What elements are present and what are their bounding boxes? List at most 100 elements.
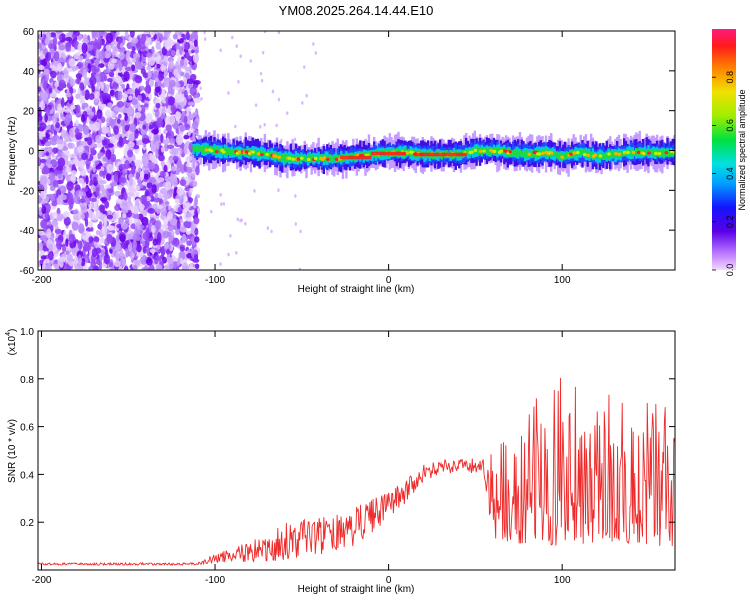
noise-cell <box>51 212 58 217</box>
noise-cell <box>171 230 175 237</box>
noise-cell <box>114 204 121 211</box>
noise-cell <box>179 257 184 265</box>
noise-cell <box>113 106 121 112</box>
noise-dot <box>271 89 275 94</box>
noise-cell <box>186 212 192 218</box>
noise-cell <box>38 148 43 159</box>
noise-cell <box>102 139 108 146</box>
noise-cell <box>40 175 48 186</box>
noise-cell <box>155 42 162 50</box>
noise-cell <box>156 33 163 38</box>
noise-cell <box>57 157 66 168</box>
signal-cell <box>211 146 214 153</box>
signal-cell <box>517 150 520 156</box>
noise-cell <box>98 101 102 107</box>
noise-cell <box>82 234 86 240</box>
noise-cell <box>162 65 167 70</box>
signal-cell <box>603 153 607 161</box>
noise-cell <box>141 33 147 45</box>
noise-cell <box>192 258 200 263</box>
noise-cell <box>72 210 79 215</box>
signal-cell <box>317 156 320 162</box>
noise-cell <box>93 236 100 243</box>
noise-cell <box>189 86 197 96</box>
noise-dot <box>312 42 315 46</box>
noise-cell <box>106 163 114 174</box>
signal-cell <box>513 149 516 156</box>
noise-cell <box>93 176 97 183</box>
noise-cell <box>154 77 159 83</box>
noise-cell <box>143 103 149 108</box>
noise-cell <box>154 135 160 142</box>
snr-panel: -200 -100 0 100 0.2 0.4 0.6 0.8 1.0 Height of st… <box>5 327 676 595</box>
signal-cell <box>520 150 523 155</box>
noise-cell <box>63 216 71 226</box>
noise-cell <box>39 122 47 131</box>
noise-cell <box>87 137 93 146</box>
noise-cell <box>131 169 136 174</box>
colorbar-tick-label: 0.4 <box>725 167 735 180</box>
noise-cell <box>82 68 87 80</box>
noise-cell <box>146 246 151 257</box>
noise-cell <box>60 129 67 139</box>
noise-cell <box>81 105 86 110</box>
noise-cell <box>189 188 194 193</box>
signal-peak <box>209 149 214 153</box>
noise-cell <box>151 46 155 54</box>
noise-cell <box>49 92 57 98</box>
noise-cell <box>93 143 98 149</box>
noise-cell <box>147 207 155 214</box>
noise-cell <box>51 114 58 124</box>
noise-cell <box>80 113 86 123</box>
signal-cell <box>558 152 562 160</box>
noise-cell <box>106 234 113 244</box>
colorbar-tick-label: 0.6 <box>725 119 735 132</box>
noise-cell <box>56 196 64 205</box>
signal-cell <box>195 145 199 152</box>
noise-cell <box>130 162 136 167</box>
noise-dot <box>203 31 206 35</box>
noise-cell <box>63 230 67 241</box>
noise-cell <box>100 213 108 221</box>
noise-cell <box>155 264 163 270</box>
noise-cell <box>108 117 114 127</box>
noise-cell <box>99 179 107 185</box>
noise-cell <box>106 214 114 220</box>
signal-cell <box>263 151 267 156</box>
noise-cell <box>81 152 89 161</box>
signal-cell <box>206 145 209 152</box>
noise-cell <box>104 184 112 189</box>
signal-cell <box>605 152 608 158</box>
noise-cell <box>90 198 97 203</box>
signal-cell <box>194 146 197 152</box>
noise-cell <box>165 249 170 255</box>
signal-peak <box>260 153 264 157</box>
noise-cell <box>95 134 103 144</box>
y-tick-label: 60 <box>23 27 35 38</box>
noise-cell <box>47 193 54 199</box>
noise-cell <box>136 224 141 230</box>
signal-cell <box>583 148 586 157</box>
noise-cell <box>75 78 81 85</box>
noise-cell <box>186 166 193 174</box>
noise-cell <box>108 71 115 78</box>
noise-cell <box>101 92 110 100</box>
noise-cell <box>79 158 85 170</box>
noise-cell <box>101 125 109 134</box>
noise-cell <box>95 165 102 170</box>
noise-cell <box>128 176 133 187</box>
noise-cell <box>84 256 89 264</box>
noise-dot <box>219 48 222 53</box>
noise-cell <box>141 266 149 270</box>
noise-cell <box>151 154 156 165</box>
noise-cell <box>105 148 112 160</box>
signal-peak <box>593 153 597 157</box>
noise-cell <box>58 79 66 89</box>
signal-peak <box>478 149 483 153</box>
noise-cell <box>43 80 48 91</box>
noise-cell <box>42 136 49 143</box>
noise-cell <box>38 86 42 92</box>
noise-cell <box>118 136 123 147</box>
noise-cell <box>46 228 52 239</box>
